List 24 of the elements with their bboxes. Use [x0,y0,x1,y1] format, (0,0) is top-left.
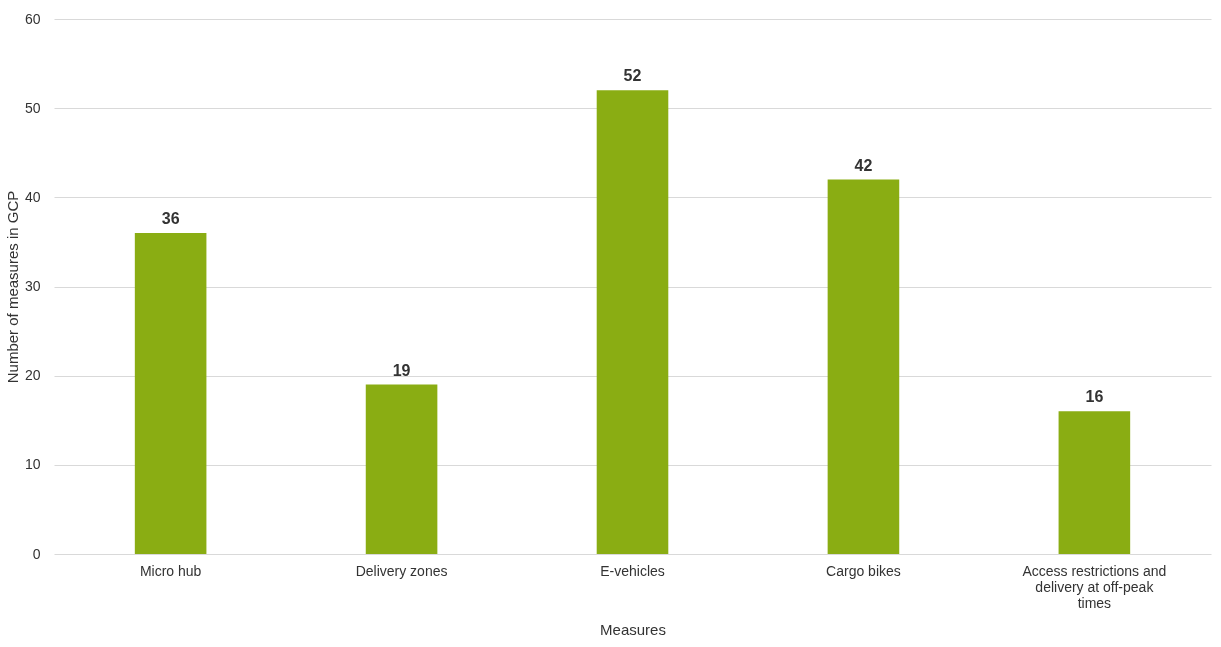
data-label: 19 [392,361,411,379]
x-tick-label: Delivery zones [355,562,448,579]
x-tick-label: E-vehicles [600,562,665,579]
bar [596,90,669,554]
x-tick-label: Cargo bikes [826,562,901,579]
data-label: 16 [1085,388,1104,406]
x-axis-title: Measures [600,620,666,638]
y-tick-label: 10 [24,456,41,473]
y-tick-label: 20 [24,367,41,384]
y-tick-label: 30 [24,278,41,294]
bar [1058,411,1131,554]
bar [827,179,900,554]
data-label: 36 [161,210,180,227]
data-label: 42 [854,156,873,174]
bar [134,233,207,554]
y-tick-label: 60 [24,10,41,27]
y-axis-title: Number of measures in GCP [3,190,21,384]
x-tick-label: Micro hub [139,562,202,579]
y-tick-label: 50 [24,99,41,116]
y-tick-label: 0 [32,545,41,562]
y-tick-label: 40 [24,188,41,205]
data-label: 52 [623,67,642,85]
x-tick-label: Access restrictions and delivery at off-peak times [1022,562,1167,611]
bar [365,384,438,554]
